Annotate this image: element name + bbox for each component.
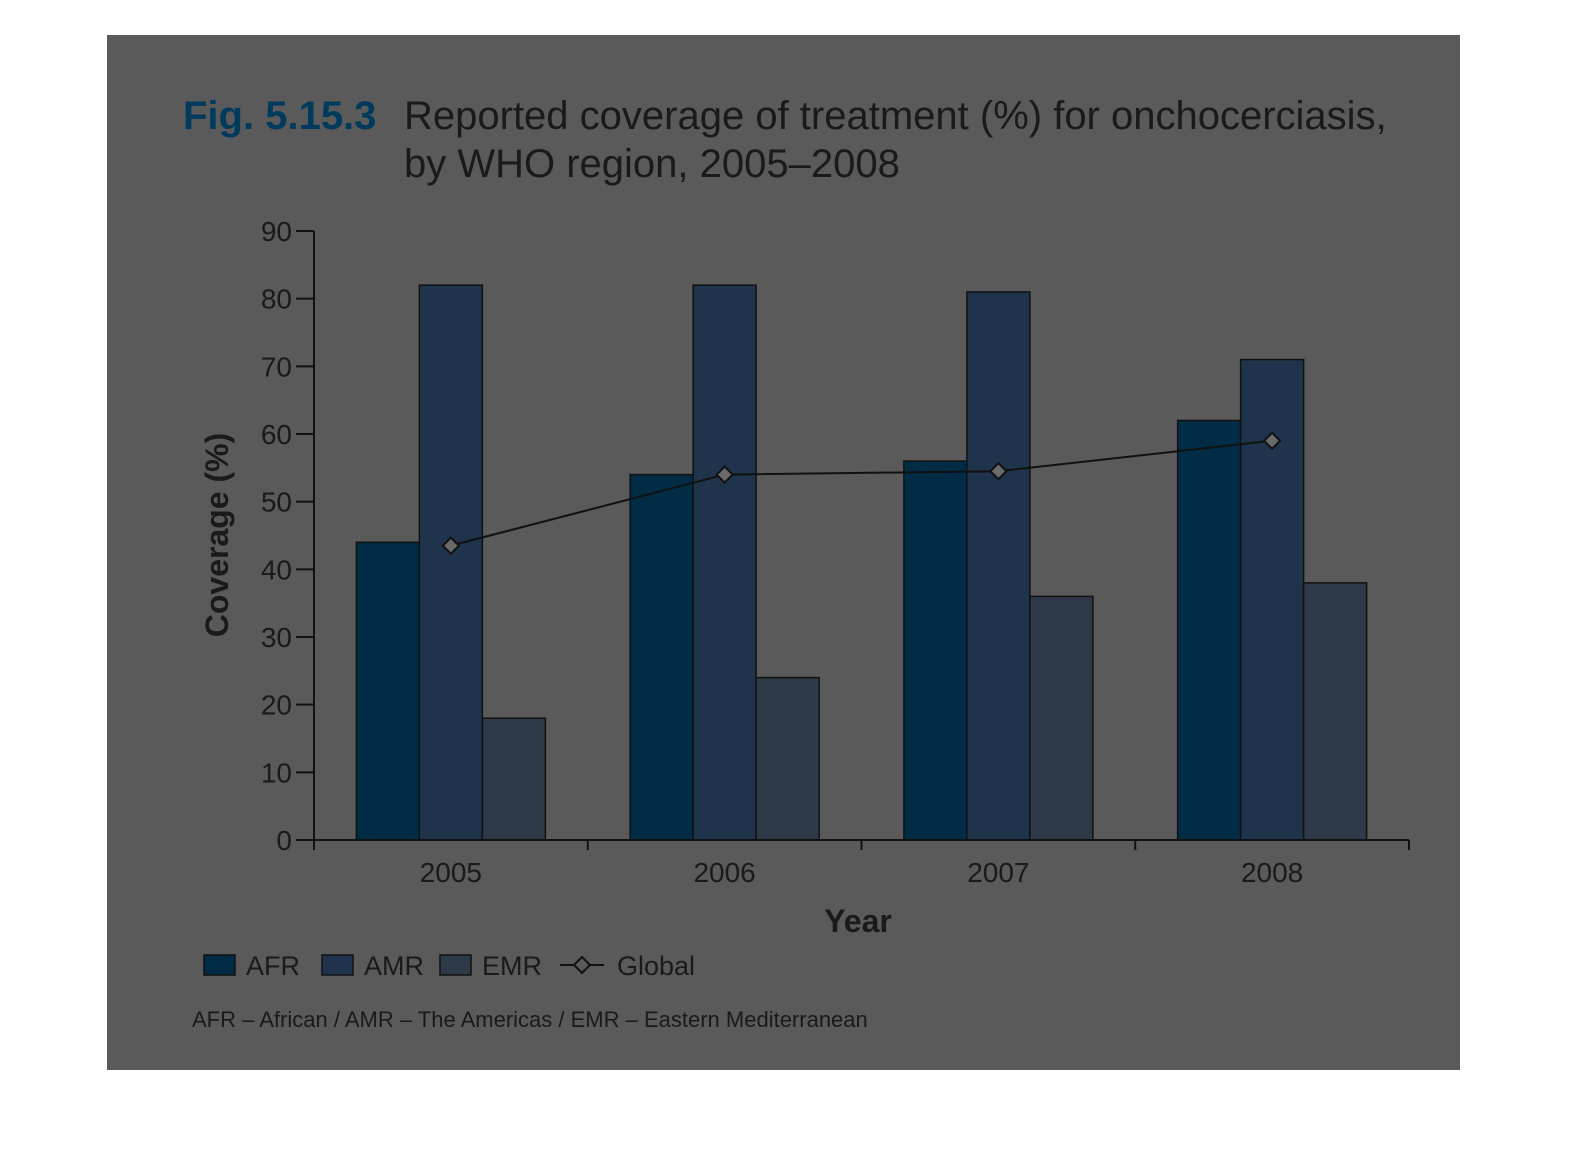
x-axis-title: Year: [824, 903, 892, 939]
y-tick-label: 50: [261, 487, 292, 518]
bar-amr-2007: [966, 291, 1031, 841]
bar-emr-2008: [1302, 582, 1368, 841]
legend-label-amr: AMR: [364, 951, 424, 981]
y-tick-label: 30: [261, 622, 292, 653]
y-tick-label: 40: [261, 554, 292, 585]
x-tick-label-2007: 2007: [967, 857, 1029, 888]
bar-afr-2005: [355, 541, 421, 841]
legend-label-global: Global: [617, 951, 695, 981]
global-marker-2008: [1262, 431, 1282, 451]
global-marker-2006: [715, 465, 735, 485]
legend-swatch-emr: [439, 954, 472, 976]
bar-amr-2006: [692, 284, 757, 841]
global-marker-2005: [441, 536, 461, 556]
x-tick-label-2005: 2005: [420, 857, 482, 888]
global-marker-2007: [988, 461, 1008, 481]
figure-number: Fig. 5.15.3: [183, 94, 376, 138]
legend-label-afr: AFR: [246, 951, 300, 981]
y-tick-label: 80: [261, 284, 292, 315]
legend: AFR AMR EMR Global: [203, 951, 695, 981]
y-tick-label: 20: [261, 690, 292, 721]
figure-title-line2: by WHO region, 2005–2008: [404, 142, 900, 186]
bar-afr-2006: [629, 473, 694, 841]
bars-group: [355, 284, 1368, 841]
footnote: AFR – African / AMR – The Americas / EMR…: [192, 1007, 868, 1032]
bar-afr-2007: [903, 460, 968, 841]
legend-swatch-amr: [321, 954, 354, 976]
y-tick-label: 90: [261, 216, 292, 247]
legend-swatch-afr: [203, 954, 236, 976]
bar-emr-2007: [1029, 595, 1094, 841]
figure-title-line1: Reported coverage of treatment (%) for o…: [404, 94, 1387, 138]
y-axis-title: Coverage (%): [199, 433, 235, 638]
legend-marker-global: [572, 955, 592, 975]
y-tick-label: 0: [276, 825, 292, 856]
x-tick-label-2006: 2006: [693, 857, 755, 888]
legend-label-emr: EMR: [482, 951, 542, 981]
bar-emr-2006: [755, 676, 820, 841]
global-line: [450, 439, 1273, 547]
y-tick-label: 70: [261, 351, 292, 382]
x-tick-label-2008: 2008: [1241, 857, 1303, 888]
y-tick-label: 60: [261, 419, 292, 450]
y-tick-label: 10: [261, 757, 292, 788]
axes-group: 0 10 20 30 40 50 60 70 80 90 2005 2006 2007 2008: [261, 216, 1410, 888]
bar-afr-2008: [1176, 419, 1242, 841]
global-line-group: [441, 431, 1282, 556]
bar-emr-2005: [481, 717, 547, 841]
bar-amr-2005: [418, 284, 484, 841]
